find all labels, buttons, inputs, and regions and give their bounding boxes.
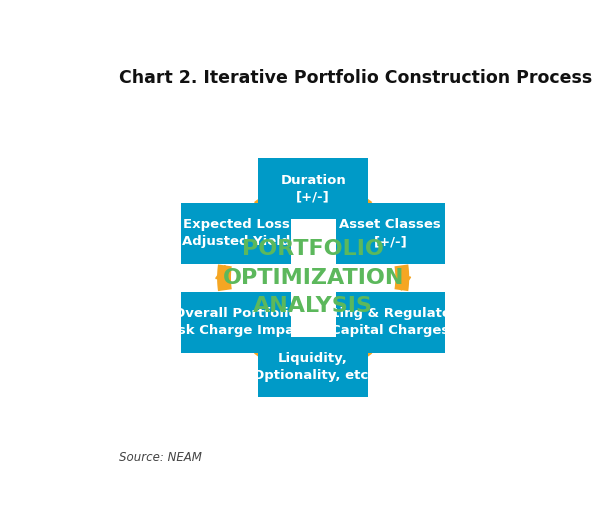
- Text: PORTFOLIO: PORTFOLIO: [242, 239, 384, 259]
- FancyBboxPatch shape: [181, 292, 291, 353]
- Text: Asset Classes
[+/-]: Asset Classes [+/-]: [340, 218, 441, 248]
- Polygon shape: [396, 275, 411, 290]
- FancyBboxPatch shape: [181, 203, 291, 264]
- Text: Expected Loss
Adjusted Yield: Expected Loss Adjusted Yield: [182, 218, 290, 248]
- Polygon shape: [353, 193, 368, 208]
- Polygon shape: [346, 348, 362, 362]
- Text: ANALYSIS: ANALYSIS: [253, 296, 373, 316]
- Polygon shape: [264, 194, 280, 207]
- FancyBboxPatch shape: [335, 292, 445, 353]
- FancyBboxPatch shape: [258, 337, 368, 397]
- FancyBboxPatch shape: [335, 203, 445, 264]
- FancyBboxPatch shape: [258, 158, 368, 219]
- Polygon shape: [216, 266, 230, 280]
- Text: OPTIMIZATION: OPTIMIZATION: [222, 268, 404, 288]
- Text: Liquidity,
Optionality, etc.: Liquidity, Optionality, etc.: [253, 352, 373, 382]
- Text: Rating & Regulatory
Capital Charges: Rating & Regulatory Capital Charges: [314, 307, 466, 337]
- Text: Overall Portfolio
Risk Charge Impact: Overall Portfolio Risk Charge Impact: [163, 307, 309, 337]
- Text: Chart 2. Iterative Portfolio Construction Process: Chart 2. Iterative Portfolio Constructio…: [119, 69, 592, 87]
- Polygon shape: [258, 348, 274, 362]
- Text: Source: NEAM: Source: NEAM: [119, 451, 202, 464]
- Text: Duration
[+/-]: Duration [+/-]: [280, 174, 346, 204]
